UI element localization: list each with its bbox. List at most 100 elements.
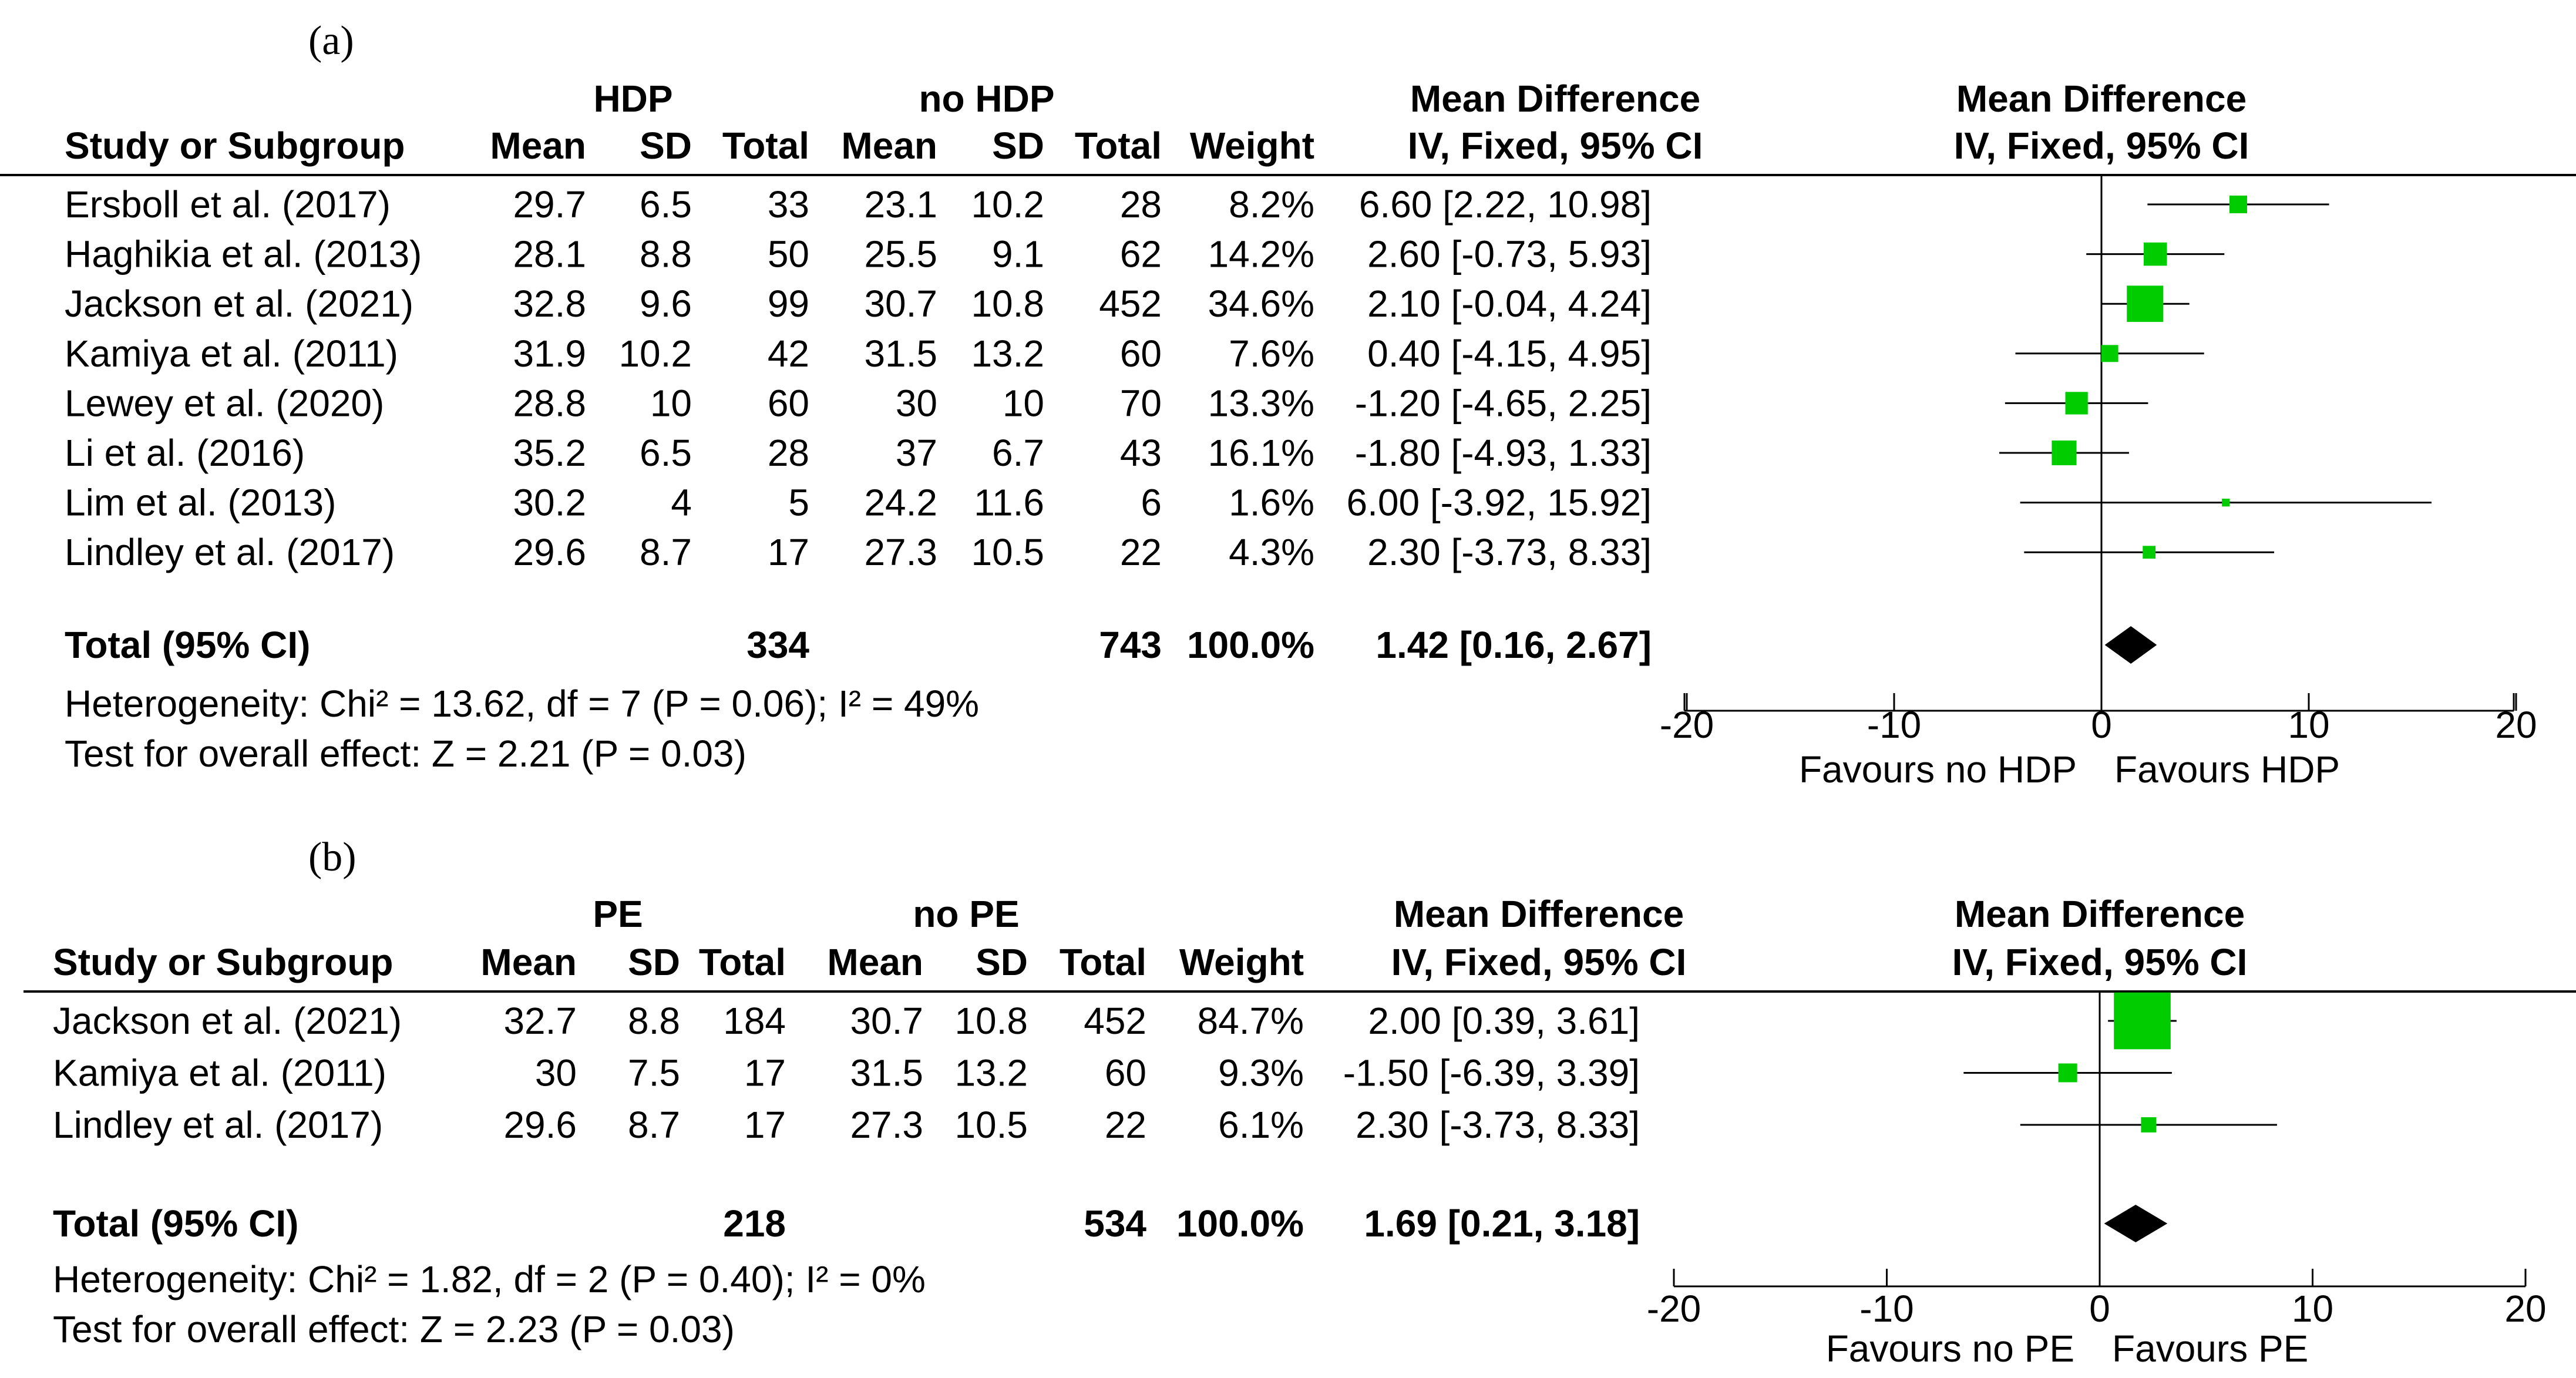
panel-a-study-row-3-weight: 34.6% [1208, 283, 1314, 325]
panel-a-x-tick-label-3: 10 [2288, 704, 2329, 746]
panel-b-group2-header: no PE [913, 893, 1019, 935]
panel-b-group1-header: PE [593, 893, 643, 935]
panel-a-study-row-8-ci: 2.30 [-3.73, 8.33] [1367, 531, 1652, 573]
panel-a-column-header-0: Study or Subgroup [65, 125, 405, 167]
panel-a-column-header-3: Total [722, 125, 809, 167]
panel-a-study-row-5-weight: 13.3% [1208, 382, 1314, 424]
panel-a-study-row-8-mean1: 29.6 [513, 531, 586, 573]
panel-a-column-header-7: Weight [1190, 125, 1314, 167]
panel-a-study-row-4-sd2: 13.2 [971, 332, 1044, 375]
panel-b-study-row-1-mean1: 32.7 [503, 1000, 577, 1042]
panel-a-study-row-1-sd1: 6.5 [640, 183, 692, 226]
panel-b-study-row-3-sd1: 8.7 [628, 1104, 680, 1146]
panel-b-plot-effect-subheader: IV, Fixed, 95% CI [1952, 941, 2248, 983]
panel-a-overall-effect-test: Test for overall effect: Z = 2.21 (P = 0… [65, 732, 746, 775]
panel-a-study-row-4-weight: 7.6% [1229, 332, 1314, 375]
panel-b-study-row-1-mean2: 30.7 [850, 1000, 923, 1042]
panel-a-study-row-5-sd2: 10 [1003, 382, 1044, 424]
panel-b-study-row-1-total2: 452 [1084, 1000, 1146, 1042]
panel-a-study-row-7-name: Lim et al. (2013) [65, 482, 336, 524]
panel-a-total-n2: 743 [1099, 624, 1162, 666]
panel-a-study-row-5-total2: 70 [1120, 382, 1162, 424]
panel-b-study-row-2-ci: -1.50 [-6.39, 3.39] [1343, 1052, 1640, 1094]
panel-a-study-row-3-name: Jackson et al. (2021) [65, 283, 413, 325]
panel-b-heterogeneity: Heterogeneity: Chi² = 1.82, df = 2 (P = … [53, 1258, 926, 1300]
panel-a-study-row-8-name: Lindley et al. (2017) [65, 531, 395, 573]
panel-a-study-row-5-name: Lewey et al. (2020) [65, 382, 384, 424]
panel-a-favours-right: Favours HDP [2114, 748, 2340, 791]
panel-b-column-header-0: Study or Subgroup [53, 941, 394, 983]
panel-a-column-header-8: IV, Fixed, 95% CI [1408, 125, 1703, 167]
panel-b-column-header-5: SD [976, 941, 1028, 983]
panel-a-x-tick-label-4: 20 [2495, 704, 2537, 746]
panel-a-study-row-5-ci: -1.20 [-4.65, 2.25] [1355, 382, 1652, 424]
panel-a-study-row-8-point-estimate [2143, 546, 2156, 559]
panel-a-study-row-8-sd1: 8.7 [640, 531, 692, 573]
panel-a-study-row-7-point-estimate [2222, 498, 2230, 507]
panel-b-x-tick-label-1: -10 [1859, 1288, 1914, 1330]
panel-b-study-row-3-total2: 22 [1105, 1104, 1146, 1146]
panel-b-study-row-2-mean2: 31.5 [850, 1052, 923, 1094]
panel-a-study-row-2-mean2: 25.5 [864, 233, 937, 275]
panel-a-group2-header: no HDP [919, 78, 1054, 120]
panel-a-study-row-5-mean1: 28.8 [513, 382, 586, 424]
panel-a-study-row-8-mean2: 27.3 [864, 531, 937, 573]
panel-b-total-n1: 218 [723, 1202, 786, 1245]
panel-b-plot-effect-header: Mean Difference [1955, 893, 2245, 935]
panel-a-study-row-5-point-estimate [2065, 392, 2088, 415]
panel-a-study-row-2-total1: 50 [768, 233, 809, 275]
panel-a-study-row-6-mean2: 37 [896, 432, 937, 474]
panel-a-study-row-2-sd2: 9.1 [992, 233, 1044, 275]
panel-b-study-row-1-weight: 84.7% [1198, 1000, 1304, 1042]
panel-a-study-row-6-weight: 16.1% [1208, 432, 1314, 474]
panel-b-study-row-3-sd2: 10.5 [954, 1104, 1028, 1146]
panel-a-study-row-6-sd2: 6.7 [992, 432, 1044, 474]
panel-b-study-row-2-total2: 60 [1105, 1052, 1146, 1094]
panel-a-study-row-1-mean2: 23.1 [864, 183, 937, 226]
panel-b-study-row-1-ci: 2.00 [0.39, 3.61] [1368, 1000, 1640, 1042]
panel-a-study-row-5-sd1: 10 [650, 382, 692, 424]
panel-a-study-row-1-weight: 8.2% [1229, 183, 1314, 226]
panel-b-pooled-diamond [2104, 1205, 2168, 1242]
panel-a-column-header-6: Total [1075, 125, 1162, 167]
panel-a-study-row-7-weight: 1.6% [1229, 482, 1314, 524]
panel-b-study-row-3-name: Lindley et al. (2017) [53, 1104, 383, 1146]
panel-a-study-row-6-sd1: 6.5 [640, 432, 692, 474]
panel-a-study-row-3-ci: 2.10 [-0.04, 4.24] [1367, 283, 1652, 325]
panel-b-study-row-3-point-estimate [2141, 1117, 2157, 1132]
panel-a-study-row-2-weight: 14.2% [1208, 233, 1314, 275]
panel-b-column-header-1: Mean [480, 941, 577, 983]
panel-b-column-header-6: Total [1060, 941, 1146, 983]
panel-a-study-row-6-total2: 43 [1120, 432, 1162, 474]
panel-a-study-row-4-ci: 0.40 [-4.15, 4.95] [1367, 332, 1652, 375]
panel-a-x-tick-label-2: 0 [2091, 704, 2112, 746]
panel-b-study-row-2-mean1: 30 [535, 1052, 577, 1094]
panel-a-study-row-2-sd1: 8.8 [640, 233, 692, 275]
panel-a-study-row-3-total1: 99 [768, 283, 809, 325]
panel-b-column-header-4: Mean [827, 941, 923, 983]
panel-b-total-weight: 100.0% [1176, 1202, 1304, 1245]
panel-b-column-header-2: SD [628, 941, 680, 983]
panel-a-study-row-7-sd1: 4 [671, 482, 692, 524]
panel-a-study-row-8-total1: 17 [768, 531, 809, 573]
panel-a-study-row-2-ci: 2.60 [-0.73, 5.93] [1367, 233, 1652, 275]
panel-a-study-row-7-total1: 5 [788, 482, 809, 524]
panel-b-study-row-1-sd2: 10.8 [954, 1000, 1028, 1042]
panel-a-study-row-5-total1: 60 [768, 382, 809, 424]
panel-b-study-row-2-sd2: 13.2 [954, 1052, 1028, 1094]
panel-b-study-row-3-total1: 17 [744, 1104, 786, 1146]
panel-a-total-weight: 100.0% [1187, 624, 1314, 666]
panel-b-x-tick-label-4: 20 [2504, 1288, 2546, 1330]
panel-a-study-row-2-name: Haghikia et al. (2013) [65, 233, 422, 275]
panel-a-study-row-2-total2: 62 [1120, 233, 1162, 275]
panel-a-study-row-8-weight: 4.3% [1229, 531, 1314, 573]
panel-a-study-row-4-total2: 60 [1120, 332, 1162, 375]
panel-a-study-row-3-total2: 452 [1099, 283, 1162, 325]
panel-a-study-row-8-sd2: 10.5 [971, 531, 1044, 573]
panel-a-column-header-4: Mean [841, 125, 937, 167]
panel-a-column-header-5: SD [992, 125, 1044, 167]
panel-b-study-row-1-name: Jackson et al. (2021) [53, 1000, 402, 1042]
panel-a-group1-header: HDP [593, 78, 672, 120]
panel-a-study-row-4-sd1: 10.2 [618, 332, 692, 375]
